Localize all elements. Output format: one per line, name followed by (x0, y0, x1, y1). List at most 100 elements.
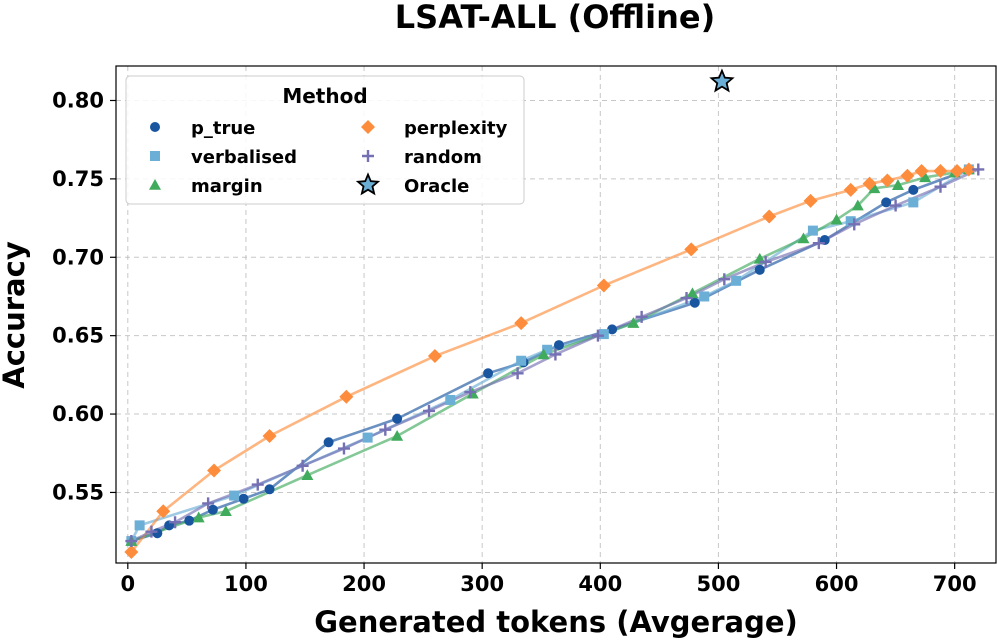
axis-ticks: 0 100 200 300 400 500 600 700 0.55 0.60 0.65 0.70 0.… (52, 88, 976, 596)
point-p-true (264, 484, 275, 495)
point-random (848, 218, 861, 231)
point-perplexity (762, 209, 777, 224)
point-verbalised (362, 432, 373, 443)
point-perplexity (596, 278, 611, 293)
x-tick-label: 200 (342, 572, 386, 596)
point-random (549, 348, 562, 361)
point-random (145, 525, 158, 538)
legend-label-random: random (404, 147, 482, 168)
legend-title: Method (282, 84, 367, 108)
y-tick-label: 0.80 (52, 88, 104, 112)
point-verbalised (229, 490, 240, 501)
x-tick-label: 300 (460, 572, 504, 596)
chart-title: LSAT-ALL (Offline) (395, 0, 715, 36)
point-random (934, 180, 947, 193)
legend-label-verbalised: verbalised (191, 147, 297, 168)
point-perplexity (843, 182, 858, 197)
point-random (125, 535, 138, 548)
x-tick-label: 0 (120, 572, 135, 596)
x-tick-label: 500 (696, 572, 740, 596)
legend-marker-oracle (355, 172, 381, 196)
point-verbalised (845, 216, 856, 227)
point-random (718, 273, 731, 286)
point-random (379, 423, 392, 436)
point-p-true (483, 368, 494, 379)
legend-marker-verbalised (150, 151, 160, 161)
point-perplexity (124, 545, 139, 560)
series-lines (130, 168, 979, 553)
y-tick-label: 0.65 (52, 324, 104, 348)
point-random (251, 478, 264, 491)
point-perplexity (914, 164, 929, 179)
point-perplexity (427, 349, 442, 364)
point-perplexity (156, 504, 171, 519)
point-oracle (709, 68, 735, 93)
point-margin (537, 348, 550, 360)
point-verbalised (908, 197, 919, 208)
legend-marker-perplexity (361, 120, 375, 134)
point-margin (627, 317, 640, 328)
x-axis-label: Generated tokens (Avgerage) (314, 605, 798, 639)
legend-label-perplexity: perplexity (404, 118, 508, 139)
point-verbalised (731, 275, 742, 286)
point-random (972, 163, 985, 176)
point-random (889, 199, 902, 212)
point-random (591, 329, 604, 342)
y-tick-label: 0.75 (52, 167, 104, 191)
point-perplexity (961, 162, 976, 177)
point-p-true (184, 515, 195, 526)
x-tick-label: 400 (578, 572, 622, 596)
point-verbalised (134, 520, 145, 531)
point-margin (851, 199, 864, 211)
point-random (202, 497, 215, 510)
point-perplexity (933, 164, 948, 179)
point-margin (219, 505, 232, 517)
point-verbalised (542, 344, 553, 355)
point-p-true (238, 493, 249, 504)
point-p-true (689, 297, 700, 308)
point-random (296, 459, 309, 472)
legend-label-p-true: p_true (191, 118, 255, 139)
point-p-true (392, 413, 403, 424)
legend-label-oracle: Oracle (404, 176, 469, 197)
point-perplexity (262, 429, 277, 444)
point-margin (797, 232, 810, 244)
point-random (680, 292, 693, 305)
point-random (464, 386, 477, 399)
x-tick-label: 600 (815, 572, 859, 596)
legend-label-margin: margin (191, 176, 263, 197)
point-p-true (908, 184, 919, 195)
point-margin (891, 179, 904, 190)
point-random (812, 237, 825, 250)
legend-marker-p-true (150, 122, 160, 132)
point-verbalised (807, 225, 818, 236)
point-verbalised (598, 329, 609, 340)
y-tick-label: 0.60 (52, 402, 104, 426)
point-perplexity (339, 389, 354, 404)
point-p-true (323, 437, 334, 448)
legend-box (125, 75, 525, 205)
legend-marker-margin (149, 179, 161, 190)
y-axis-label: Accuracy (0, 241, 31, 389)
point-verbalised (516, 355, 527, 366)
plot-frame (115, 65, 997, 564)
legend-marker-random (362, 150, 374, 162)
point-margin (686, 287, 699, 299)
point-random (337, 442, 350, 455)
point-p-true (553, 340, 564, 351)
point-perplexity (684, 242, 699, 257)
point-perplexity (880, 173, 895, 188)
point-p-true (607, 324, 618, 335)
point-p-true (881, 197, 892, 208)
point-margin (301, 469, 314, 481)
point-margin (830, 213, 843, 225)
point-random (635, 310, 648, 323)
x-tick-label: 700 (933, 572, 977, 596)
point-perplexity (803, 193, 818, 208)
y-tick-label: 0.55 (52, 480, 104, 504)
point-verbalised (445, 394, 456, 405)
point-margin (391, 430, 404, 441)
point-random (169, 516, 182, 529)
point-margin (868, 182, 881, 194)
